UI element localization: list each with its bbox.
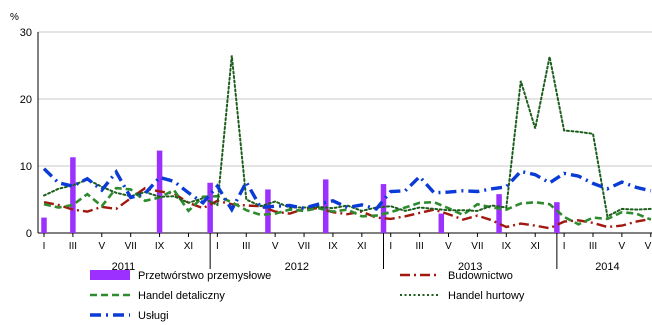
x-tick-label: III — [242, 241, 250, 252]
x-tick-label: III — [589, 241, 597, 252]
x-tick-label: VII — [298, 241, 310, 252]
bar — [554, 202, 560, 233]
x-tick-label: IX — [502, 241, 512, 252]
x-tick-label: VII — [125, 241, 137, 252]
year-label: 2013 — [458, 261, 482, 273]
x-tick-label: I — [216, 241, 219, 252]
x-tick-label: XI — [184, 241, 193, 252]
legend-label: Przetwórstwo przemysłowe — [138, 270, 271, 282]
x-tick-label: V — [98, 241, 105, 252]
bar — [438, 213, 445, 233]
bar — [380, 184, 387, 233]
y-tick-label: 20 — [20, 94, 32, 106]
x-tick-label: I — [389, 241, 392, 252]
y-tick-label: 0 — [26, 228, 32, 240]
x-tick-label: III — [69, 241, 77, 252]
legend-label: Budownictwo — [448, 270, 513, 282]
y-tick-label: 10 — [20, 161, 32, 173]
series-line — [42, 167, 652, 214]
x-tick-label: VII — [645, 241, 652, 252]
x-tick-label: V — [272, 241, 279, 252]
legend-label: Handel detaliczny — [138, 290, 225, 302]
x-tick-label: XI — [357, 241, 366, 252]
legend-label: Handel hurtowy — [448, 290, 525, 302]
year-label: 2014 — [595, 261, 619, 273]
bar — [207, 182, 213, 233]
legend-swatch-bar — [90, 270, 130, 280]
x-tick-label: IX — [328, 241, 338, 252]
x-tick-label: IX — [155, 241, 165, 252]
x-tick-label: XI — [530, 241, 539, 252]
x-tick-label: III — [415, 241, 423, 252]
legend-label: Usługi — [138, 310, 169, 322]
series-line — [43, 55, 652, 218]
x-tick-label: I — [43, 241, 46, 252]
series-line — [43, 186, 652, 230]
y-tick-label: 30 — [20, 27, 32, 39]
bar — [70, 157, 76, 233]
year-label: 2012 — [285, 261, 309, 273]
x-tick-label: V — [445, 241, 452, 252]
series-line — [43, 186, 652, 226]
y-axis-label: % — [10, 12, 19, 23]
bar — [496, 194, 502, 233]
x-tick-label: V — [619, 241, 626, 252]
x-tick-label: I — [563, 241, 566, 252]
x-tick-label: VII — [471, 241, 483, 252]
bar — [41, 217, 47, 233]
bar — [265, 189, 271, 233]
bar — [322, 179, 329, 233]
